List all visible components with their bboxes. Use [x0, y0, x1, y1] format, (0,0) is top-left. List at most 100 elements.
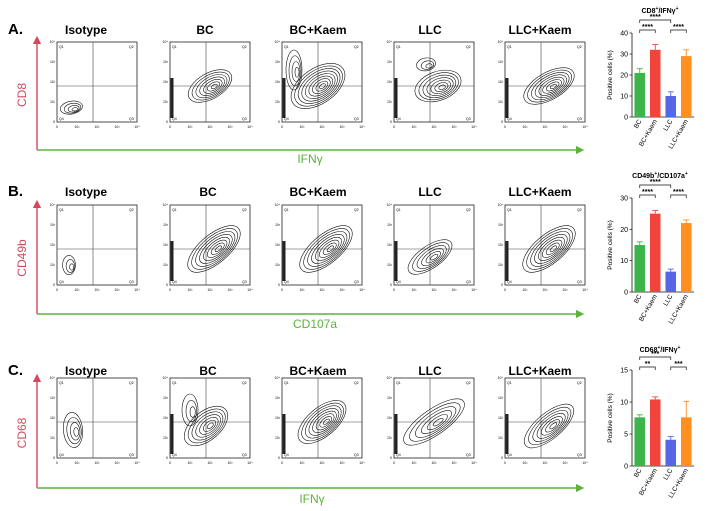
axis-event-band [282, 414, 286, 454]
category-label: BC [633, 293, 644, 305]
bar [665, 439, 677, 466]
y-tick-label: 10 [620, 400, 628, 407]
tick-label: 10³ [387, 60, 393, 64]
tick-label: 0 [278, 283, 280, 287]
tick-label: 0 [166, 120, 168, 124]
tick-label: 0 [166, 283, 168, 287]
tick-label: 0 [281, 125, 283, 129]
axis-event-band [170, 241, 174, 281]
tick-label: 10¹ [498, 436, 504, 440]
x-marker-label: CD107a [293, 317, 337, 331]
bar [634, 72, 646, 117]
tick-label: 10³ [50, 60, 56, 64]
tick-label: 0 [56, 461, 58, 465]
panel-letter: C. [8, 362, 23, 379]
tick-label: 10⁴ [498, 376, 504, 380]
y-axis-label: Positive cells (%) [607, 220, 614, 269]
significance-label: ** [645, 361, 651, 368]
bar [634, 417, 646, 466]
plot-frame [393, 41, 475, 123]
contour-line [430, 79, 451, 94]
plot-frame [56, 41, 138, 123]
plot-frame [393, 377, 475, 459]
tick-label: 0 [281, 461, 283, 465]
tick-label: 10⁴ [471, 125, 477, 129]
contour-line [524, 403, 574, 449]
category-label: BC [633, 467, 644, 479]
tick-label: 0 [393, 288, 395, 292]
contour-line [421, 248, 444, 267]
tick-label: 10¹ [522, 461, 528, 465]
contour-line [421, 410, 452, 434]
y-axis-label: Positive cells (%) [607, 393, 614, 442]
contour-line [549, 83, 557, 90]
contour-line [214, 245, 222, 252]
tick-label: 10⁴ [50, 376, 56, 380]
contour-line [210, 242, 225, 255]
panel-a: A. Isotype BC BC+Kaem LLC LLC+Kaem CD8 I… [8, 6, 679, 166]
contour-line [319, 83, 326, 89]
contour-line [203, 419, 217, 432]
quadrant-label: Q1 [59, 45, 64, 49]
contour-line [434, 82, 449, 92]
sample-title: BC+Kaem [289, 185, 346, 199]
bar [649, 399, 661, 466]
tick-label: 10⁴ [50, 203, 56, 207]
contour-line [538, 236, 565, 261]
contour-line [291, 61, 301, 82]
contour-line [541, 239, 563, 258]
quadrant-label: Q1 [59, 381, 64, 385]
contour-line [418, 72, 459, 101]
chart-title: CD49b+/CD107a+ [632, 171, 688, 180]
tick-label: 10⁴ [275, 376, 281, 380]
contour-line [527, 69, 572, 103]
contour-line [304, 73, 336, 99]
contour-line [414, 69, 462, 103]
contour-line [301, 70, 338, 102]
tick-label: 10³ [562, 461, 568, 465]
tick-label: 10⁴ [163, 376, 169, 380]
tick-label: 10² [50, 243, 56, 247]
tick-label: 10⁴ [582, 288, 588, 292]
tick-label: 10³ [163, 60, 169, 64]
tick-label: 10⁴ [359, 461, 365, 465]
significance-label: *** [651, 351, 659, 358]
quadrant-label: Q4 [284, 117, 289, 121]
contour-line [534, 74, 567, 98]
y-tick-label: 10 [620, 94, 628, 101]
quadrant-label: Q3 [129, 117, 134, 121]
plot-frame [281, 377, 363, 459]
contour-line [315, 413, 335, 431]
contour-line [294, 65, 343, 107]
tick-label: 10² [542, 125, 548, 129]
quadrant-label: Q4 [59, 453, 64, 457]
contour-line [536, 413, 566, 439]
sample-title: Isotype [65, 185, 107, 199]
significance-label: **** [650, 179, 661, 186]
tick-label: 10⁴ [275, 40, 281, 44]
tick-label: 10² [431, 125, 437, 129]
contour-line [303, 228, 350, 270]
y-axis-label: Positive cells (%) [607, 50, 614, 99]
tick-label: 10¹ [163, 263, 169, 267]
contour-line [549, 422, 558, 430]
quadrant-label: Q2 [466, 381, 471, 385]
tick-label: 10¹ [387, 263, 393, 267]
y-tick-label: 0 [624, 464, 628, 471]
quadrant-label: Q2 [129, 381, 134, 385]
tick-label: 10¹ [411, 461, 417, 465]
tick-label: 10³ [163, 223, 169, 227]
tick-label: 10¹ [74, 461, 80, 465]
tick-label: 10³ [114, 125, 120, 129]
tick-label: 10⁴ [359, 288, 365, 292]
category-label: LLC [662, 293, 674, 307]
tick-label: 0 [278, 456, 280, 460]
contour-line [71, 107, 78, 112]
tick-label: 0 [53, 120, 55, 124]
quadrant-label: Q3 [354, 117, 359, 121]
